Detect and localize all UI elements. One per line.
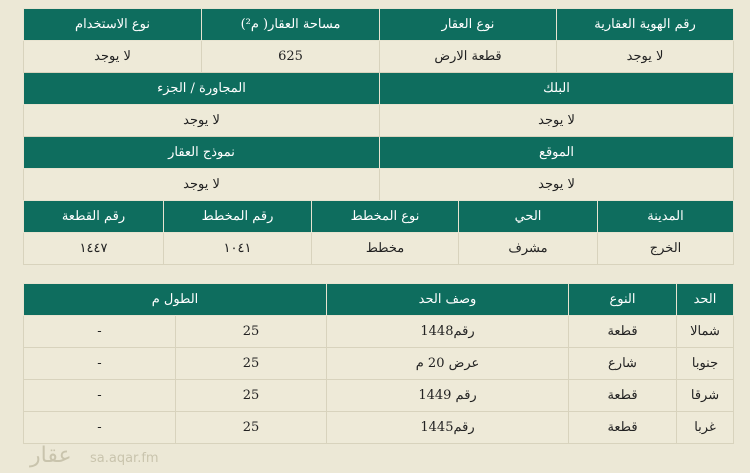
location-table: المدينة الحي نوع المخطط رقم المخطط رقم ا…: [23, 200, 734, 265]
watermark-logo: عقار: [30, 443, 72, 468]
watermark-site: sa.aqar.fm: [90, 451, 159, 466]
header-length: الطول م: [23, 283, 327, 316]
boundary-type: قطعة: [568, 379, 677, 412]
header-type: النوع: [568, 283, 677, 316]
boundary-direction: شرقا: [676, 379, 734, 412]
header-row: البلك المجاورة / الجزء: [23, 72, 734, 105]
table-row: غربا قطعة رقم1445 25 -: [23, 411, 734, 444]
header-row: الحد النوع وصف الحد الطول م: [23, 283, 734, 316]
header-usage-type: نوع الاستخدام: [23, 8, 202, 41]
boundary-length: 25: [175, 379, 327, 412]
value-property-model: لا يوجد: [23, 168, 380, 201]
table-row: لا يوجد قطعة الارض 625 لا يوجد: [23, 40, 734, 73]
value-plan-type: مخطط: [311, 232, 459, 265]
value-property-id: لا يوجد: [556, 40, 734, 73]
value-district: مشرف: [458, 232, 598, 265]
boundary-extra: -: [23, 411, 176, 444]
header-row: الموقع نموذج العقار: [23, 136, 734, 169]
header-description: وصف الحد: [326, 283, 569, 316]
header-plan-number: رقم المخطط: [163, 200, 312, 233]
value-area: 625: [201, 40, 380, 73]
header-block: البلك: [379, 72, 734, 105]
table-row: لا يوجد لا يوجد: [23, 104, 734, 137]
header-boundary: الحد: [676, 283, 734, 316]
boundary-description: عرض 20 م: [326, 347, 569, 380]
boundary-type: قطعة: [568, 315, 677, 348]
header-city: المدينة: [597, 200, 734, 233]
header-district: الحي: [458, 200, 598, 233]
boundary-extra: -: [23, 347, 176, 380]
value-plot-number: ١٤٤٧: [23, 232, 164, 265]
value-property-type: قطعة الارض: [379, 40, 557, 73]
boundary-direction: غربا: [676, 411, 734, 444]
value-usage-type: لا يوجد: [23, 40, 202, 73]
table-row: الخرج مشرف مخطط ١٠٤١ ١٤٤٧: [23, 232, 734, 265]
header-plot-number: رقم القطعة: [23, 200, 164, 233]
header-plan-type: نوع المخطط: [311, 200, 459, 233]
boundary-type: شارع: [568, 347, 677, 380]
table-row: شرقا قطعة رقم 1449 25 -: [23, 379, 734, 412]
boundary-description: رقم1448: [326, 315, 569, 348]
header-property-type: نوع العقار: [379, 8, 557, 41]
boundary-length: 25: [175, 315, 327, 348]
header-row: رقم الهوية العقارية نوع العقار مساحة الع…: [23, 8, 734, 41]
boundary-description: رقم1445: [326, 411, 569, 444]
value-city: الخرج: [597, 232, 734, 265]
boundary-length: 25: [175, 347, 327, 380]
value-block: لا يوجد: [379, 104, 734, 137]
header-row: المدينة الحي نوع المخطط رقم المخطط رقم ا…: [23, 200, 734, 233]
header-property-id: رقم الهوية العقارية: [556, 8, 734, 41]
boundary-length: 25: [175, 411, 327, 444]
header-area: مساحة العقار( م²): [201, 8, 380, 41]
table-row: جنوبا شارع عرض 20 م 25 -: [23, 347, 734, 380]
boundary-description: رقم 1449: [326, 379, 569, 412]
value-plan-number: ١٠٤١: [163, 232, 312, 265]
boundary-direction: جنوبا: [676, 347, 734, 380]
boundary-extra: -: [23, 315, 176, 348]
boundary-direction: شمالا: [676, 315, 734, 348]
value-neighborhood-part: لا يوجد: [23, 104, 380, 137]
header-property-model: نموذج العقار: [23, 136, 380, 169]
boundaries-table: الحد النوع وصف الحد الطول م شمالا قطعة ر…: [23, 283, 734, 444]
table-row: شمالا قطعة رقم1448 25 -: [23, 315, 734, 348]
boundary-type: قطعة: [568, 411, 677, 444]
header-location: الموقع: [379, 136, 734, 169]
value-location: لا يوجد: [379, 168, 734, 201]
header-neighborhood-part: المجاورة / الجزء: [23, 72, 380, 105]
table-row: لا يوجد لا يوجد: [23, 168, 734, 201]
property-info-table: رقم الهوية العقارية نوع العقار مساحة الع…: [23, 8, 734, 201]
boundary-extra: -: [23, 379, 176, 412]
